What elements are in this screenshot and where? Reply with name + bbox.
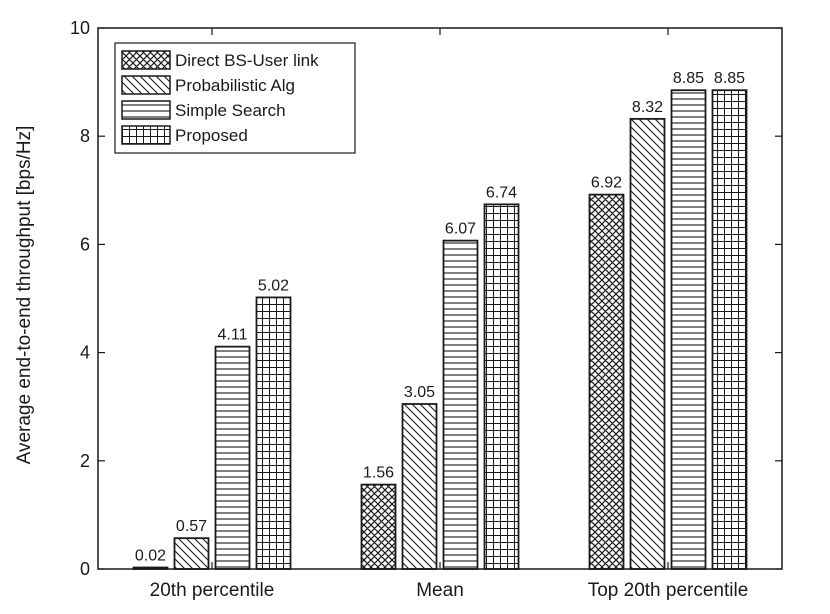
x-tick-label: 20th percentile bbox=[150, 580, 275, 601]
data-label: 8.85 bbox=[714, 70, 745, 87]
data-label: 6.92 bbox=[591, 175, 622, 192]
legend-label: Simple Search bbox=[175, 101, 286, 120]
data-label: 1.56 bbox=[363, 465, 394, 482]
data-labels-group: 0.02 0.57 4.11 5.02 1.56 3.05 6.07 6.74 6.92 8.32… bbox=[135, 70, 745, 564]
legend-label: Probabilistic Alg bbox=[175, 76, 295, 95]
bar-proposed-1 bbox=[483, 203, 520, 570]
legend-swatch bbox=[121, 100, 171, 120]
x-axis: 20th percentile Mean Top 20th percentile bbox=[150, 28, 749, 601]
legend-swatch bbox=[121, 50, 171, 70]
legend-label: Proposed bbox=[175, 126, 248, 145]
x-tick-label: Mean bbox=[416, 580, 464, 601]
data-label: 5.02 bbox=[258, 277, 289, 294]
y-tick-label: 8 bbox=[80, 126, 90, 146]
bars-group bbox=[132, 89, 748, 570]
legend: Direct BS-User link Probabilistic Alg Simp… bbox=[114, 42, 356, 154]
y-tick-label: 4 bbox=[80, 343, 90, 363]
y-tick-label: 0 bbox=[80, 559, 90, 579]
data-label: 4.11 bbox=[218, 327, 248, 344]
bar-simple-search-1 bbox=[442, 239, 479, 570]
data-label: 0.02 bbox=[135, 548, 166, 565]
bar-simple-search-0 bbox=[214, 345, 251, 570]
y-tick-label: 10 bbox=[70, 18, 90, 38]
y-axis-label: Average end-to-end throughput [bps/Hz] bbox=[14, 126, 35, 465]
y-tick-label: 6 bbox=[80, 234, 90, 254]
bar-proposed-0 bbox=[255, 296, 292, 570]
legend-swatch bbox=[121, 125, 171, 145]
bar-probabilistic-alg-2 bbox=[629, 117, 666, 570]
bar-probabilistic-alg-1 bbox=[401, 403, 438, 570]
data-label: 6.74 bbox=[486, 184, 517, 201]
data-label: 6.07 bbox=[445, 221, 476, 238]
y-axis: 0 2 4 6 8 10 bbox=[70, 18, 782, 579]
y-tick-label: 2 bbox=[80, 451, 90, 471]
x-tick-label: Top 20th percentile bbox=[588, 580, 749, 601]
bar-proposed-2 bbox=[711, 89, 748, 570]
data-label: 8.85 bbox=[673, 70, 704, 87]
legend-swatch bbox=[121, 75, 171, 95]
data-label: 3.05 bbox=[404, 384, 435, 401]
data-label: 0.57 bbox=[176, 518, 207, 535]
data-label: 8.32 bbox=[632, 99, 663, 116]
legend-label: Direct BS-User link bbox=[175, 51, 319, 70]
bar-simple-search-2 bbox=[670, 89, 707, 570]
bar-direct-bs-user-link-1 bbox=[360, 483, 397, 570]
bar-probabilistic-alg-0 bbox=[173, 537, 210, 570]
bar-direct-bs-user-link-2 bbox=[588, 193, 625, 570]
